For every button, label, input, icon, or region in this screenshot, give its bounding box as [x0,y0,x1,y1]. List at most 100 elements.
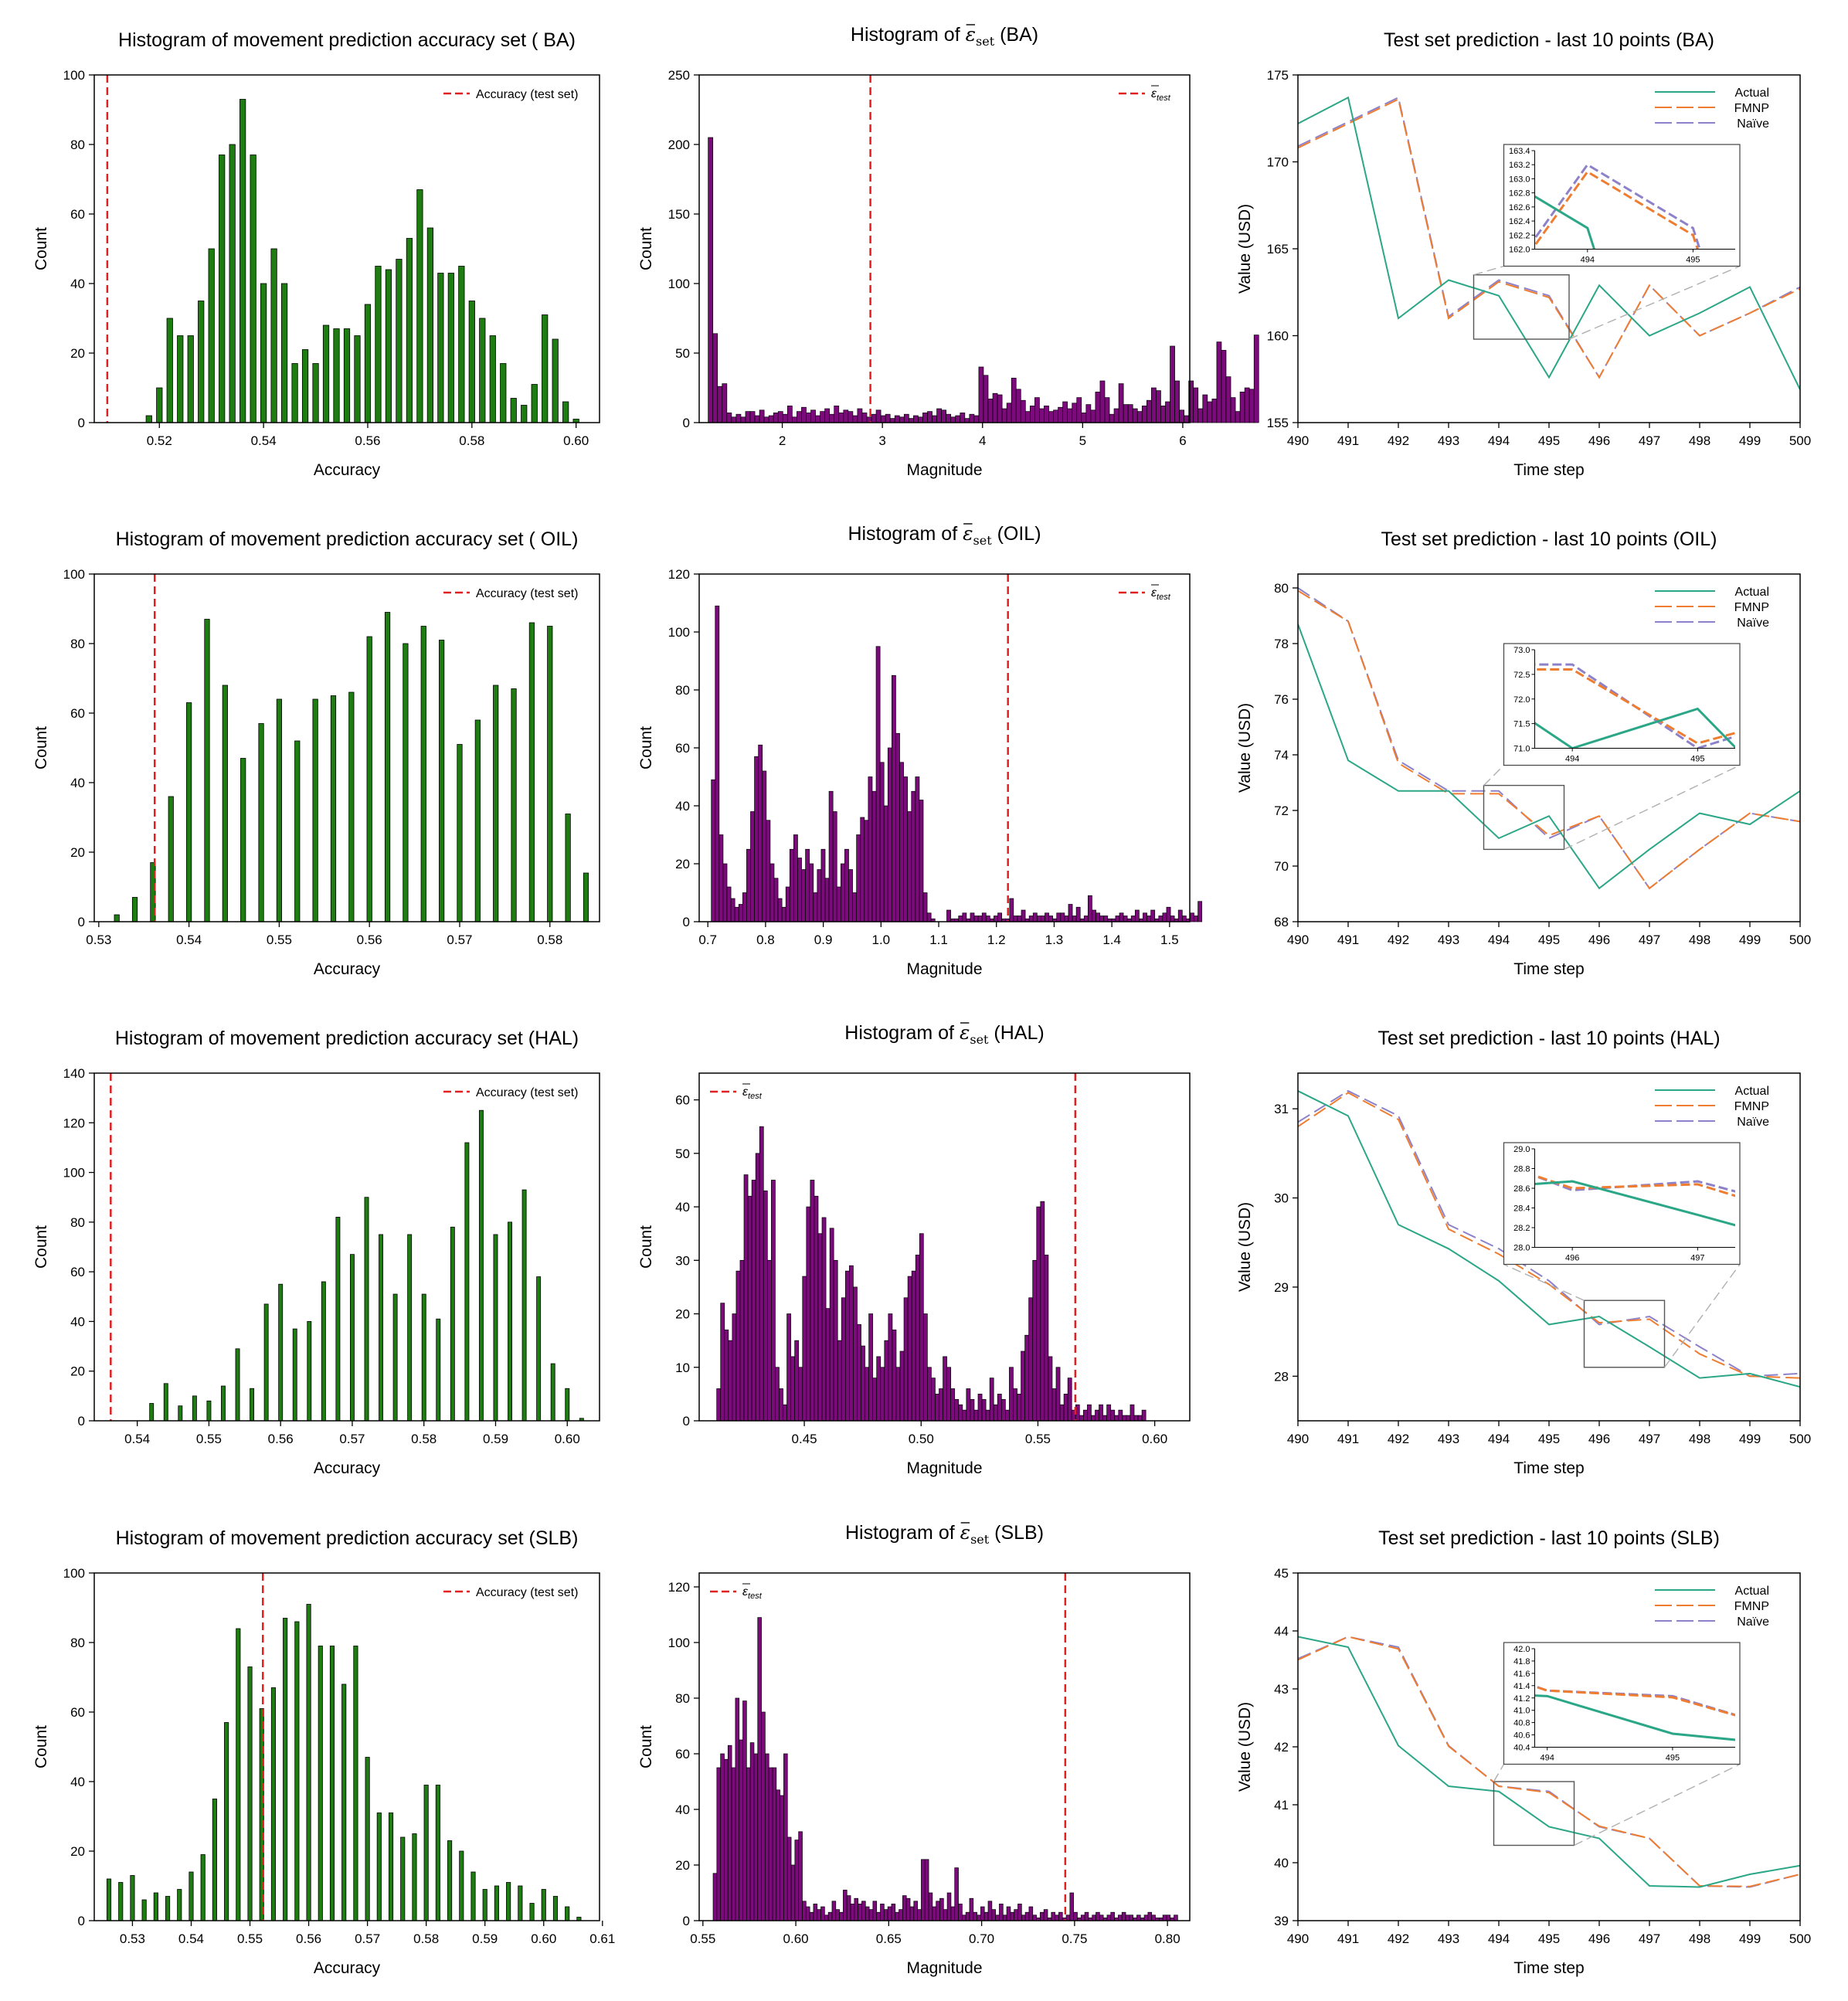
x-axis-label: Time step [1513,461,1584,479]
histogram-bar [1067,1378,1072,1422]
title-prefix: Histogram of [848,523,963,545]
histogram-bar [718,834,724,922]
zoom-guide-line [1493,1764,1505,1782]
histogram-bar [734,906,739,922]
histogram-bar [790,1356,796,1422]
histogram-bar [1024,1334,1030,1422]
histogram-bar [1179,409,1184,423]
histogram-bar [1151,1914,1156,1921]
histogram-bar [1202,394,1208,423]
histogram-bar [1194,916,1198,922]
histogram-bar [1123,404,1129,423]
x-tick-label: 498 [1689,1432,1710,1446]
histogram-bar [130,1875,135,1921]
histogram-bar [186,702,192,922]
histogram-bar [715,605,720,922]
histogram-bar [521,1189,527,1422]
histogram-bar [966,1388,971,1422]
histogram-bar [871,413,877,423]
histogram-bar [1044,406,1049,423]
histogram-bar [919,800,924,922]
zoom-region-box [1473,274,1570,340]
histogram-bar [1099,1404,1103,1422]
histogram-bar [1102,1415,1108,1422]
histogram-bar [118,1882,124,1921]
histogram-bar [1197,901,1203,922]
y-tick-label: 40 [70,1314,85,1329]
chart-title: Histogram of εset (OIL) [848,522,1041,548]
histogram-bar [964,418,970,423]
histogram-bar [521,405,528,423]
histogram-bar [1028,1297,1034,1422]
histogram-bar [478,1109,484,1422]
legend-label: FMNP [1734,1600,1769,1613]
histogram-bar [902,1895,907,1921]
histogram-bar [250,155,256,423]
inset-x-tick-label: 497 [1690,1254,1704,1263]
histogram-bar [943,1356,947,1422]
histogram-bar [849,1265,854,1422]
histogram-bar [426,227,433,423]
histogram-bar [825,1308,831,1422]
histogram-bar [876,1356,882,1422]
histogram-bar [1015,389,1021,423]
y-tick-label: 70 [1274,859,1289,874]
histogram-bar [1017,1394,1021,1422]
histogram-bar [857,1324,861,1422]
histogram-bar [459,1850,464,1921]
series-line-actual [1298,623,1800,890]
x-tick-label: 496 [1588,433,1610,448]
x-tick-label: 0.55 [237,1931,263,1946]
chart-title: Test set prediction - last 10 points (OI… [1381,528,1717,550]
histogram-bar [365,1757,370,1921]
histogram-bar [932,1906,937,1921]
histogram-bar [997,394,1003,423]
histogram-bar [978,366,984,423]
histogram-bar [1239,392,1245,423]
legend-label: Accuracy (test set) [476,1586,578,1599]
zoom-region-box [1583,1299,1666,1368]
histogram-bar [1002,1914,1007,1921]
x-axis-label: Magnitude [906,1959,982,1977]
y-tick-label: 50 [675,1147,690,1161]
histogram-bar [189,1871,194,1921]
histogram-bar [731,1767,736,1921]
x-tick-label: 500 [1789,933,1811,947]
histogram-bar [891,1904,896,1921]
histogram-bar [500,363,507,423]
histogram-bar [766,820,771,922]
histogram-bar [763,1190,768,1422]
y-tick-label: 60 [70,207,85,222]
histogram-bar [1174,380,1180,423]
y-tick-label: 20 [70,346,85,361]
histogram-bar [888,1313,893,1422]
histogram-bar [1216,341,1222,423]
histogram-bar [392,1293,398,1422]
histogram-bar [763,416,769,423]
histogram-bar [1106,1914,1112,1921]
x-tick-label: 0.54 [178,1931,204,1946]
histogram-bar [926,912,932,922]
y-tick-label: 150 [668,207,690,222]
histogram-bar [384,612,391,922]
histogram-bar [493,685,499,922]
histogram-bar [1006,403,1012,423]
histogram-bar [868,776,873,922]
histogram-bar [834,406,840,423]
histogram-bar [141,1899,147,1921]
chart-title: Histogram of movement prediction accurac… [115,1028,579,1049]
y-tick-label: 41 [1274,1798,1289,1812]
x-tick-label: 490 [1287,1432,1309,1446]
histogram-bar [1045,912,1049,922]
histogram-bar [364,1197,369,1422]
x-axis-label: Accuracy [314,960,381,978]
x-tick-label: 5 [1079,433,1086,448]
histogram-bar [781,906,786,922]
histogram-bar [973,1911,977,1921]
x-tick-label: 499 [1739,1931,1761,1946]
y-tick-label: 0 [78,915,85,929]
x-tick-label: 498 [1689,1931,1710,1946]
histogram-bar [895,732,900,922]
histogram-bar [724,1758,729,1921]
y-tick-label: 20 [675,1858,690,1873]
